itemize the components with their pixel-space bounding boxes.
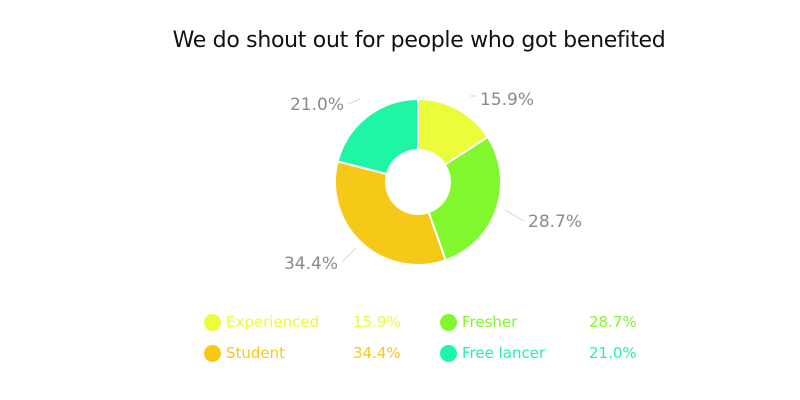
chart-title: We do shout out for people who got benef…	[172, 28, 666, 53]
legend-label: Fresher	[462, 313, 518, 331]
slice-label: 28.7%	[528, 212, 582, 232]
leader-line	[341, 247, 357, 263]
legend-item-student[interactable]: Student	[204, 342, 285, 364]
legend-label: Student	[226, 344, 286, 362]
legend-value: 28.7%	[589, 313, 637, 331]
donut-slice-fresher[interactable]	[427, 135, 502, 262]
slice-label: 15.9%	[480, 90, 534, 110]
legend-item-fresher[interactable]: Fresher	[440, 311, 517, 333]
legend-value: 15.9%	[353, 313, 401, 331]
donut-slice-free-lancer[interactable]	[336, 97, 419, 176]
leader-line	[347, 98, 361, 105]
donut-slice-student[interactable]	[334, 160, 447, 266]
legend-label: Experienced	[226, 313, 320, 331]
legend-item-free-lancer[interactable]: Free lancer	[440, 342, 545, 364]
leader-line	[504, 209, 525, 222]
legend-item-experienced[interactable]: Experienced	[204, 311, 319, 333]
legend-label: Free lancer	[462, 344, 546, 362]
legend-swatch-icon	[440, 313, 457, 331]
legend-swatch-icon	[440, 344, 457, 362]
legend-swatch-icon	[204, 344, 221, 362]
slice-label: 21.0%	[290, 95, 344, 115]
slice-label: 34.4%	[284, 254, 338, 274]
legend-value: 34.4%	[353, 344, 401, 362]
legend-value: 21.0%	[589, 344, 637, 362]
legend-swatch-icon	[204, 313, 221, 331]
